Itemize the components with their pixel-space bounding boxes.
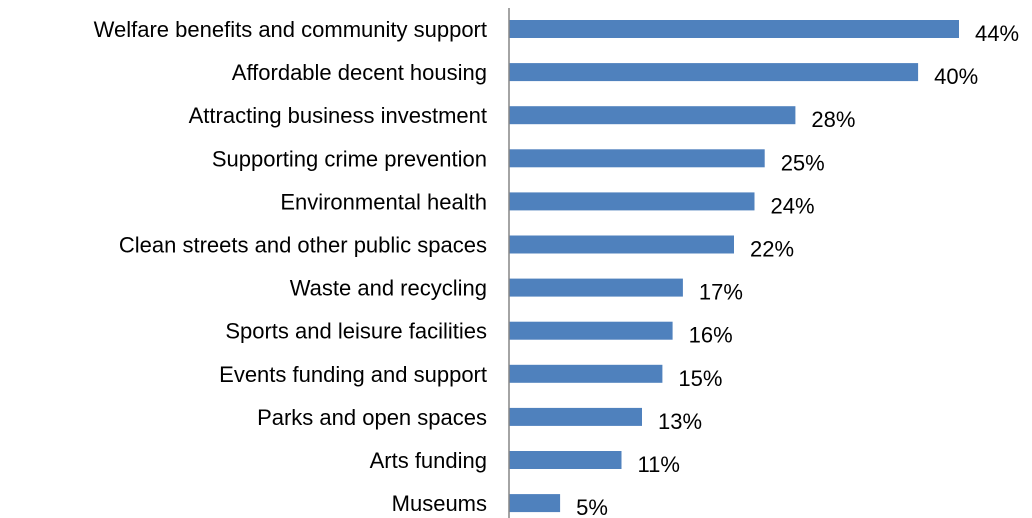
bar [509, 192, 755, 211]
bar [509, 106, 796, 125]
value-label: 15% [678, 366, 722, 391]
value-label: 13% [658, 409, 702, 434]
bar [509, 149, 765, 168]
bar [509, 364, 663, 383]
category-label: Supporting crime prevention [212, 146, 487, 171]
bar [509, 63, 919, 82]
value-label: 5% [576, 495, 608, 518]
value-label: 17% [699, 280, 743, 305]
value-label: 25% [781, 150, 825, 175]
value-labels: 44% 40% 28% 25% 24% 22% 17% 16% 15% 13% 11% 5% [576, 21, 1019, 518]
category-label: Welfare benefits and community support [94, 17, 487, 42]
value-label: 16% [689, 323, 733, 348]
value-label: 40% [934, 64, 978, 89]
value-label: 22% [750, 237, 794, 262]
value-label: 28% [811, 107, 855, 132]
category-label: Affordable decent housing [232, 60, 487, 85]
bar [509, 451, 622, 469]
category-label: Clean streets and other public spaces [119, 233, 487, 258]
bar [509, 407, 642, 426]
category-label: Parks and open spaces [257, 405, 487, 430]
value-label: 24% [771, 193, 815, 218]
bar [509, 235, 734, 254]
bar [509, 278, 683, 297]
category-label: Environmental health [280, 189, 487, 214]
category-label: Events funding and support [219, 362, 487, 387]
category-label: Museums [392, 491, 487, 516]
category-label: Sports and leisure facilities [225, 319, 487, 344]
value-label: 44% [975, 21, 1019, 46]
category-label: Waste and recycling [290, 276, 487, 301]
category-label: Attracting business investment [189, 103, 487, 128]
value-label: 11% [638, 452, 680, 477]
bar [509, 494, 561, 513]
category-labels: Welfare benefits and community support Af… [94, 17, 487, 516]
bar [509, 321, 673, 340]
category-label: Arts funding [370, 448, 487, 473]
bars [509, 20, 959, 513]
bar [509, 20, 959, 38]
